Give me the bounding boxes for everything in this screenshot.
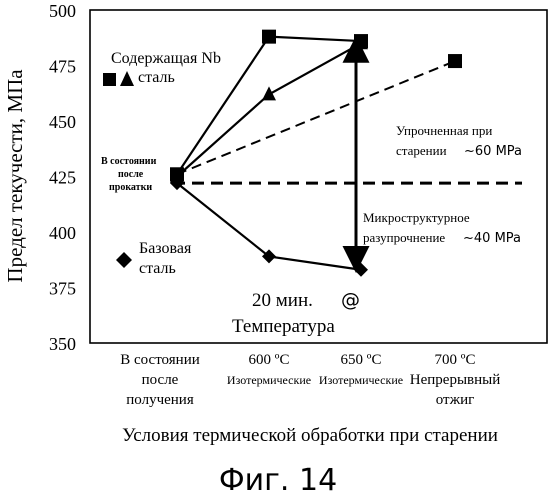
legend-diamond-marker	[116, 252, 132, 268]
figure-caption: Фиг. 14	[219, 463, 337, 498]
as-rolled-annotation-line1: В состоянии	[101, 156, 157, 167]
legend-square-marker	[103, 73, 116, 86]
as-rolled-annotation-line3: прокатки	[109, 182, 152, 193]
x-category-label-3-line3: отжиг	[436, 392, 475, 408]
x-axis-label: Условия термической обработки при старен…	[122, 425, 498, 446]
x-category-label-0-line3: получения	[126, 392, 194, 408]
time-annotation-line1: 20 мин.	[252, 290, 313, 311]
x-category-label-1-line1: 600 ºС	[249, 352, 290, 368]
hardening-annotation-line2: старении	[396, 143, 447, 158]
hardening-annotation-value: ~60 MPa	[464, 144, 522, 159]
y-tick-label: 450	[49, 112, 76, 132]
x-category-label-0-line2: после	[142, 372, 179, 388]
legend-nb-steel-line1: Содержащая Nb	[111, 50, 221, 67]
y-tick-label: 350	[49, 334, 76, 354]
softening-annotation-value: ~40 MPa	[463, 231, 521, 246]
legend-base-steel-line1: Базовая	[139, 240, 192, 257]
legend-triangle-marker	[120, 71, 134, 86]
hardening-annotation-line1: Упрочненная при	[396, 123, 492, 138]
y-tick-label: 400	[49, 223, 76, 243]
point-diamond-2	[354, 263, 368, 277]
y-tick-label: 375	[49, 279, 76, 299]
x-category-label-3-line2: Непрерывный	[410, 372, 500, 388]
point-square-1	[262, 30, 276, 44]
time-annotation-line2: Температура	[232, 316, 335, 337]
softening-annotation-line1: Микроструктурное	[363, 210, 470, 225]
time-annotation-at: @	[341, 289, 360, 311]
x-category-labels: В состоянии после получения 600 ºС Изотермич…	[120, 352, 500, 408]
x-category-label-1-line2: Изотермические	[227, 373, 311, 387]
x-category-label-3-line1: 700 ºС	[435, 352, 476, 368]
y-tick-label: 500	[49, 1, 76, 21]
y-tick-labels: 350 375 400 425 450 475 500	[49, 1, 76, 354]
point-square-3	[448, 54, 462, 68]
as-rolled-annotation-line2: после	[118, 169, 144, 180]
x-category-label-2-line1: 650 ºС	[341, 352, 382, 368]
legend-nb-steel-line2: сталь	[138, 69, 175, 86]
y-tick-label: 475	[49, 57, 76, 77]
softening-annotation-line2: разупрочнение	[363, 230, 445, 245]
x-category-label-2-line2: Изотермические	[319, 373, 403, 387]
y-tick-label: 425	[49, 168, 76, 188]
point-triangle-1	[262, 86, 276, 100]
legend-base-steel-line2: сталь	[139, 260, 176, 277]
y-axis-label: Предел текучести, МПа	[3, 69, 27, 283]
x-category-label-0-line1: В состоянии	[120, 352, 200, 368]
